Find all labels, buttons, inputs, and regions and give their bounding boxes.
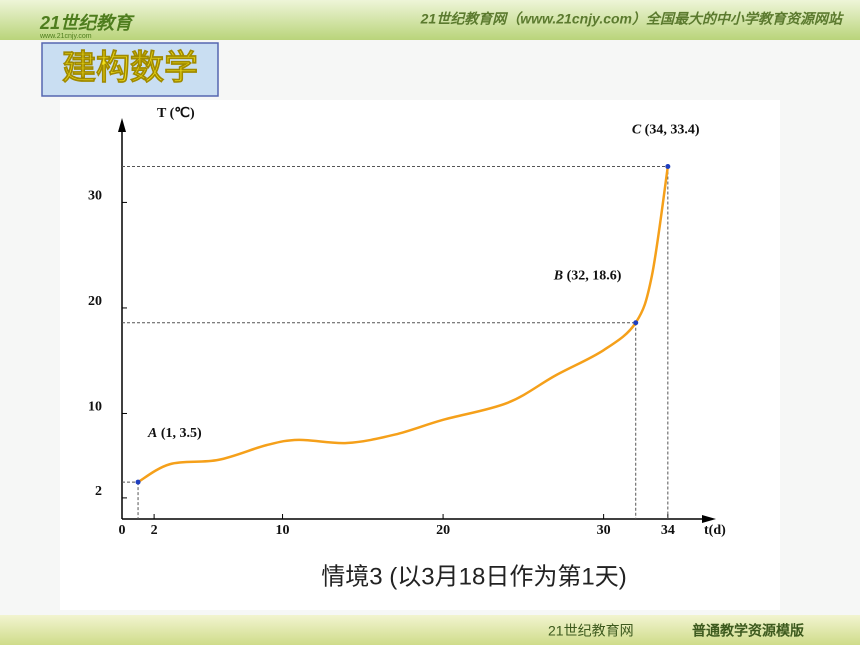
point-coords: (32, 18.6)	[567, 269, 622, 284]
footer-site: 21世纪教育网	[548, 623, 634, 639]
logo-url: www.21cnjy.com	[39, 33, 92, 40]
x-tick-label: 30	[597, 523, 611, 538]
caption: 情境3 (以3月18日作为第1天)	[321, 563, 626, 590]
y-tick-label: 2	[95, 484, 102, 499]
y-tick-label: 30	[88, 189, 102, 204]
point-name: C	[632, 123, 642, 138]
content-area	[60, 100, 780, 610]
section-title: 建构数学	[62, 48, 198, 87]
title-box	[41, 42, 219, 97]
header-bar	[0, 0, 860, 40]
x-axis-label: t(d)	[704, 523, 726, 538]
plot: t(d) T (℃) 0 2 10 20 30 34 2 10 20 30 A (1, 3.5) B (3…	[88, 106, 726, 538]
x-tick-label: 34	[661, 523, 675, 538]
point	[135, 479, 141, 485]
logo: 21世纪教育	[39, 13, 135, 33]
y-tick-label: 20	[88, 294, 102, 309]
x-tick-label: 20	[436, 523, 450, 538]
x-tick-label: 2	[151, 523, 158, 538]
footer-bar	[0, 615, 860, 645]
slogan: 21世纪教育网（www.21cnjy.com）全国最大的中小学教育资源网站	[420, 11, 845, 27]
y-arrow	[118, 118, 126, 132]
y-axis-label: T (℃)	[157, 106, 195, 121]
x-arrow	[702, 515, 716, 523]
x-tick-label: 10	[276, 523, 290, 538]
point-coords: (34, 33.4)	[645, 123, 700, 138]
point-label: C (34, 33.4)	[632, 123, 700, 138]
point-coords: (1, 3.5)	[161, 426, 202, 441]
y-tick-label: 10	[88, 400, 102, 415]
point-label: B (32, 18.6)	[553, 269, 622, 284]
point	[633, 320, 639, 326]
footer-template: 普通教学资源模版	[692, 623, 804, 639]
x-tick-label: 0	[119, 523, 126, 538]
point-name: A	[147, 426, 157, 441]
point	[665, 164, 671, 170]
point-name: B	[553, 269, 563, 284]
point-label: A (1, 3.5)	[147, 426, 202, 441]
